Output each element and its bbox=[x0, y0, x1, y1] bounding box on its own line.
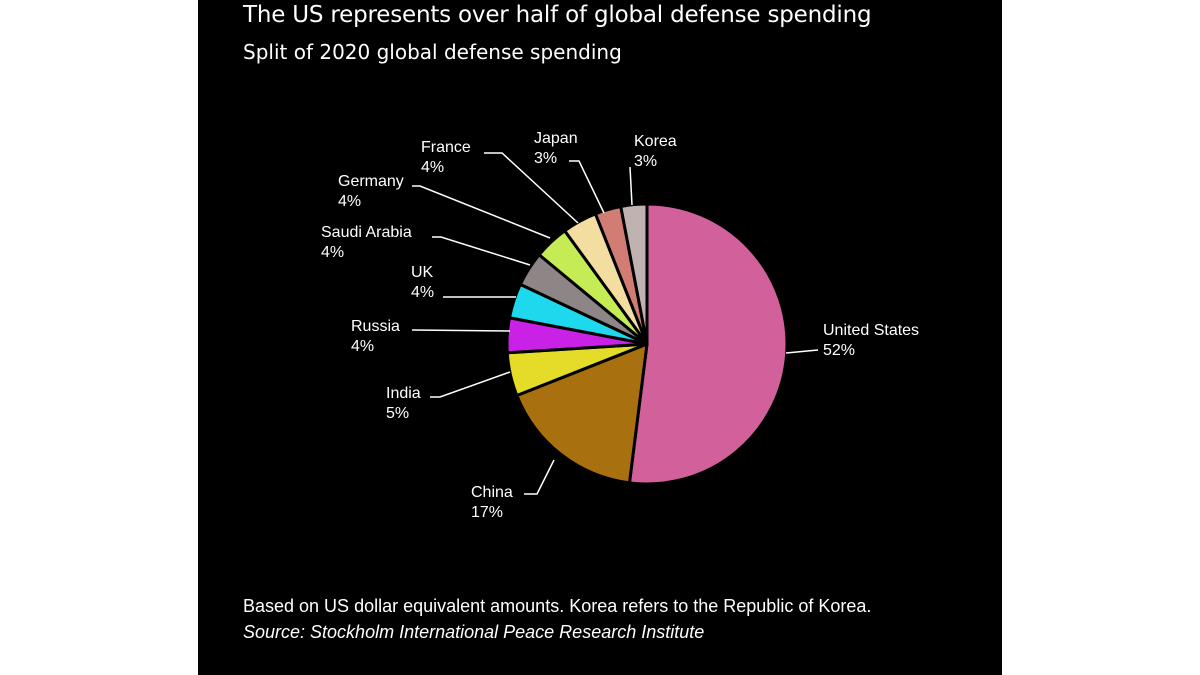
pie-slice-united-states bbox=[627, 202, 789, 486]
leader-line-france bbox=[484, 152, 579, 224]
leader-line-japan bbox=[569, 160, 605, 214]
slice-name-france: France bbox=[421, 139, 471, 156]
slice-percent-korea: 3% bbox=[634, 153, 657, 170]
slice-percent-india: 5% bbox=[386, 405, 409, 422]
leader-line-korea bbox=[629, 166, 633, 206]
slice-percent-germany: 4% bbox=[338, 193, 361, 210]
slice-name-russia: Russia bbox=[351, 318, 400, 335]
slice-percent-united-states: 52% bbox=[823, 342, 855, 359]
slice-name-uk: UK bbox=[411, 264, 434, 281]
leader-line-united-states bbox=[785, 349, 819, 354]
leader-line-saudi-arabia bbox=[432, 236, 531, 266]
leader-line-germany bbox=[412, 185, 551, 239]
pie-slice-korea bbox=[619, 202, 649, 346]
slice-percent-france: 4% bbox=[421, 159, 444, 176]
slice-name-united-states: United States bbox=[823, 322, 919, 339]
leader-line-india bbox=[430, 371, 511, 398]
slice-name-china: China bbox=[471, 484, 513, 501]
slice-percent-saudi-arabia: 4% bbox=[321, 244, 344, 261]
slice-name-japan: Japan bbox=[534, 130, 578, 147]
source-note: Source: Stockholm International Peace Re… bbox=[243, 622, 705, 642]
footnote: Based on US dollar equivalent amounts. K… bbox=[243, 596, 872, 616]
slice-percent-uk: 4% bbox=[411, 284, 434, 301]
slice-percent-china: 17% bbox=[471, 504, 503, 521]
slice-name-saudi-arabia: Saudi Arabia bbox=[321, 224, 412, 241]
slice-name-germany: Germany bbox=[338, 173, 404, 190]
slice-name-india: India bbox=[386, 385, 421, 402]
pie-slice-china bbox=[515, 342, 649, 485]
slice-percent-japan: 3% bbox=[534, 150, 557, 167]
leader-line-china bbox=[524, 459, 555, 495]
slice-name-korea: Korea bbox=[634, 133, 677, 150]
chart-subtitle: Split of 2020 global defense spending bbox=[243, 40, 622, 64]
slice-percent-russia: 4% bbox=[351, 338, 374, 355]
chart-title: The US represents over half of global de… bbox=[243, 2, 872, 28]
leader-line-russia bbox=[411, 329, 511, 332]
